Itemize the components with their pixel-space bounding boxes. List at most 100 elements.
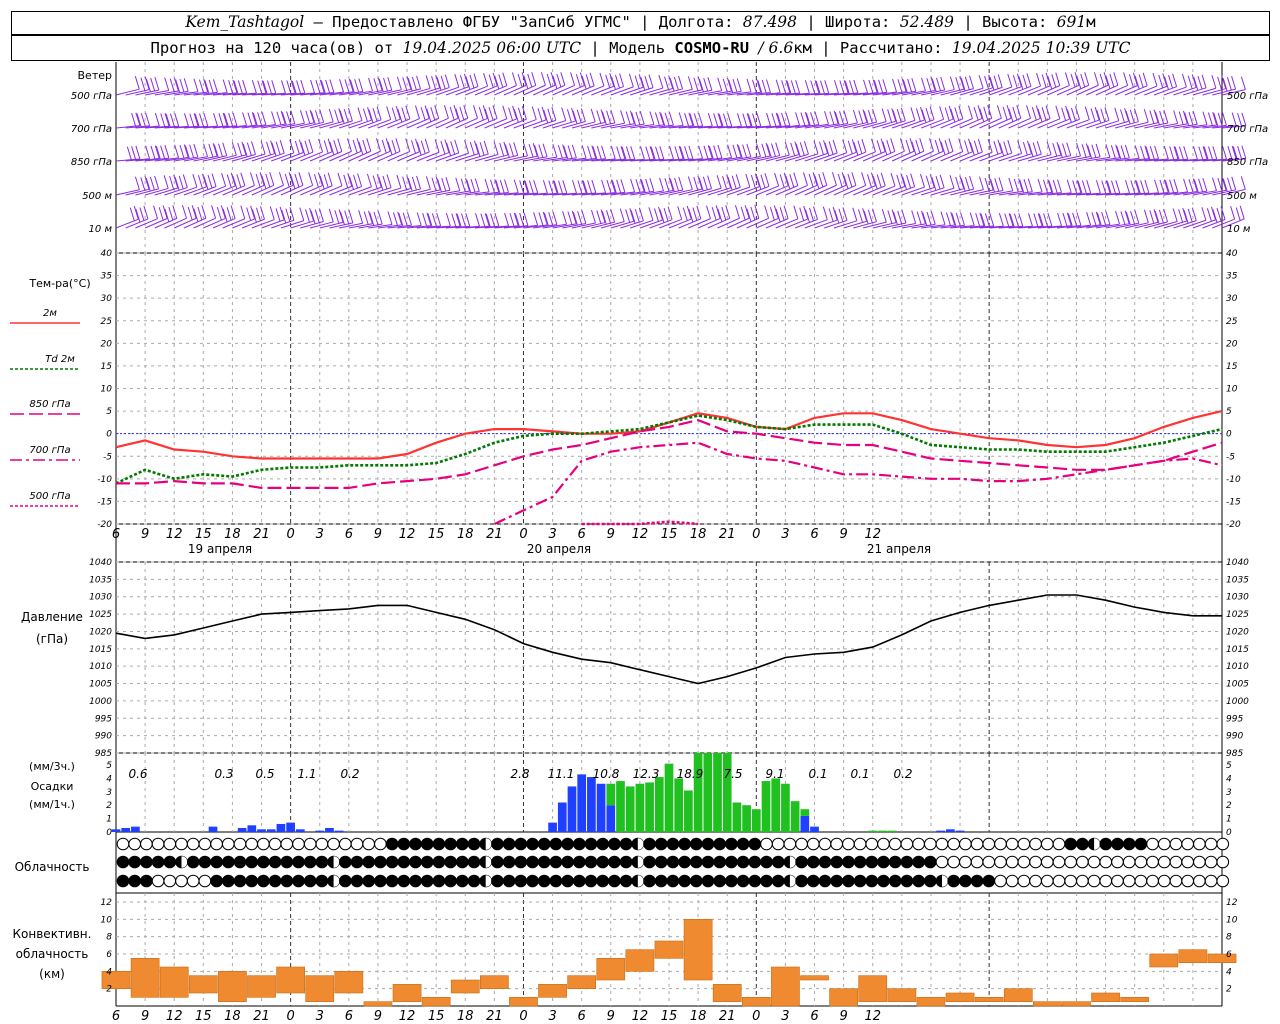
conv-cloud-bar — [480, 975, 509, 989]
precip-bar — [121, 827, 131, 832]
wind-barb-feather — [581, 180, 587, 194]
wind-barb-feather — [1237, 113, 1243, 127]
wind-barb-shaft — [232, 218, 255, 229]
wind-barb — [1154, 146, 1179, 162]
wind-barb — [251, 80, 277, 96]
precip-bar — [276, 823, 286, 832]
wind-barb-shaft — [1095, 192, 1120, 196]
wind-barb-shaft — [1115, 192, 1140, 196]
wind-barb-shaft — [1086, 156, 1110, 162]
wind-barb-shaft — [591, 158, 616, 162]
wind-barb-feather — [765, 142, 771, 157]
wind-barb-shaft — [872, 150, 895, 162]
wind-barb — [950, 176, 975, 196]
wind-barb — [368, 106, 392, 129]
wind-barb-feather — [323, 174, 329, 188]
cloud-cover-symbol — [1122, 837, 1136, 851]
cloud-cover-symbol — [385, 837, 399, 851]
wind-barb — [717, 78, 742, 96]
wind-barb-feather — [279, 140, 285, 154]
cloud-cover-symbol — [947, 837, 961, 851]
wind-barb-feather — [1207, 112, 1213, 126]
wind-barb-feather — [619, 73, 625, 87]
wind-barb-feather — [1006, 105, 1012, 119]
wind-barb-shaft — [795, 124, 819, 129]
wind-barb-feather — [722, 113, 728, 127]
wind-barb-shaft — [251, 219, 275, 229]
wind-barb-feather — [1055, 72, 1061, 86]
cloud-cover-symbol — [783, 874, 797, 888]
cloud-cover-symbol — [725, 874, 738, 888]
wind-barb-shaft — [1115, 121, 1139, 129]
wind-barb-feather — [734, 205, 740, 219]
cloud-cover-symbol — [760, 855, 773, 869]
cloud-cover-symbol — [198, 874, 212, 888]
wind-barb — [474, 72, 498, 96]
wind-barb-shaft — [891, 150, 915, 162]
temp-legend-label: 850 гПа — [29, 399, 70, 410]
cloud-cover-symbol — [1076, 855, 1089, 869]
wind-barb-feather — [548, 180, 554, 194]
wind-barb-feather — [160, 145, 166, 159]
wind-barb-feather — [165, 113, 171, 128]
wind-barb-feather — [502, 105, 508, 119]
precip-bar — [946, 829, 955, 832]
wind-barb-shaft — [892, 90, 916, 96]
wind-barb — [145, 77, 170, 96]
wind-barb-feather — [189, 113, 195, 127]
wind-barb — [610, 208, 635, 229]
cloud-circle — [701, 874, 715, 888]
time-tick-lower: 12 — [864, 1009, 881, 1024]
precip-ytick-right: 5 — [1226, 761, 1232, 771]
wind-barb-shaft — [290, 92, 315, 96]
wind-barb — [707, 174, 732, 196]
conv-cloud-bar — [159, 966, 189, 998]
wind-barb — [135, 175, 160, 196]
wind-barb — [746, 173, 770, 196]
precip-ytick-right: 4 — [1226, 774, 1232, 784]
wind-barb-feather — [402, 212, 408, 226]
wind-barb — [222, 112, 248, 129]
cloud-circle — [210, 855, 223, 869]
wind-barb — [775, 172, 799, 196]
wind-barb-feather — [605, 74, 611, 88]
wind-barb — [1037, 142, 1062, 162]
wind-barb — [775, 205, 799, 229]
cloud-cover-symbol — [526, 855, 539, 869]
wind-barb-feather — [842, 207, 848, 221]
cloud-circle — [584, 855, 598, 869]
cloud-circle — [666, 855, 680, 869]
cloud-circle — [116, 874, 130, 888]
conv-ytick-left: 12 — [101, 898, 113, 908]
wind-barb-feather — [381, 139, 387, 154]
precip-ytick-left: 5 — [106, 761, 112, 771]
wind-barb-feather — [872, 108, 878, 123]
wind-barb-feather — [570, 72, 576, 86]
wind-barb-shaft — [280, 220, 304, 229]
wind-barb-feather — [154, 145, 160, 159]
wind-barb-shaft — [562, 85, 585, 96]
precip-bar — [955, 830, 965, 832]
time-tick-upper: 12 — [632, 527, 649, 542]
wind-barb-shaft — [300, 121, 324, 129]
wind-barb-feather — [911, 210, 917, 224]
wind-barb-feather — [1008, 177, 1014, 192]
wind-barb-feather — [901, 78, 907, 92]
wind-barb-feather — [431, 213, 437, 227]
wind-barb-feather — [416, 75, 422, 90]
wind-barb — [542, 180, 568, 196]
cloud-circle — [303, 855, 317, 869]
wind-barb-feather — [562, 180, 568, 194]
wind-barb-feather — [1212, 111, 1218, 126]
wind-barb-feather — [925, 175, 931, 189]
conv-cloud-bar — [276, 966, 305, 994]
conv-cloud-bar — [1149, 953, 1179, 968]
wind-barb-feather — [376, 174, 382, 188]
wind-barb-feather — [1061, 107, 1067, 121]
wind-barb-feather — [1027, 178, 1033, 192]
wind-barb — [465, 140, 489, 162]
wind-barb-feather — [781, 80, 787, 94]
wind-barb-shaft — [435, 152, 459, 162]
wind-barb-feather — [484, 108, 490, 123]
wind-barb-feather — [1038, 213, 1044, 227]
